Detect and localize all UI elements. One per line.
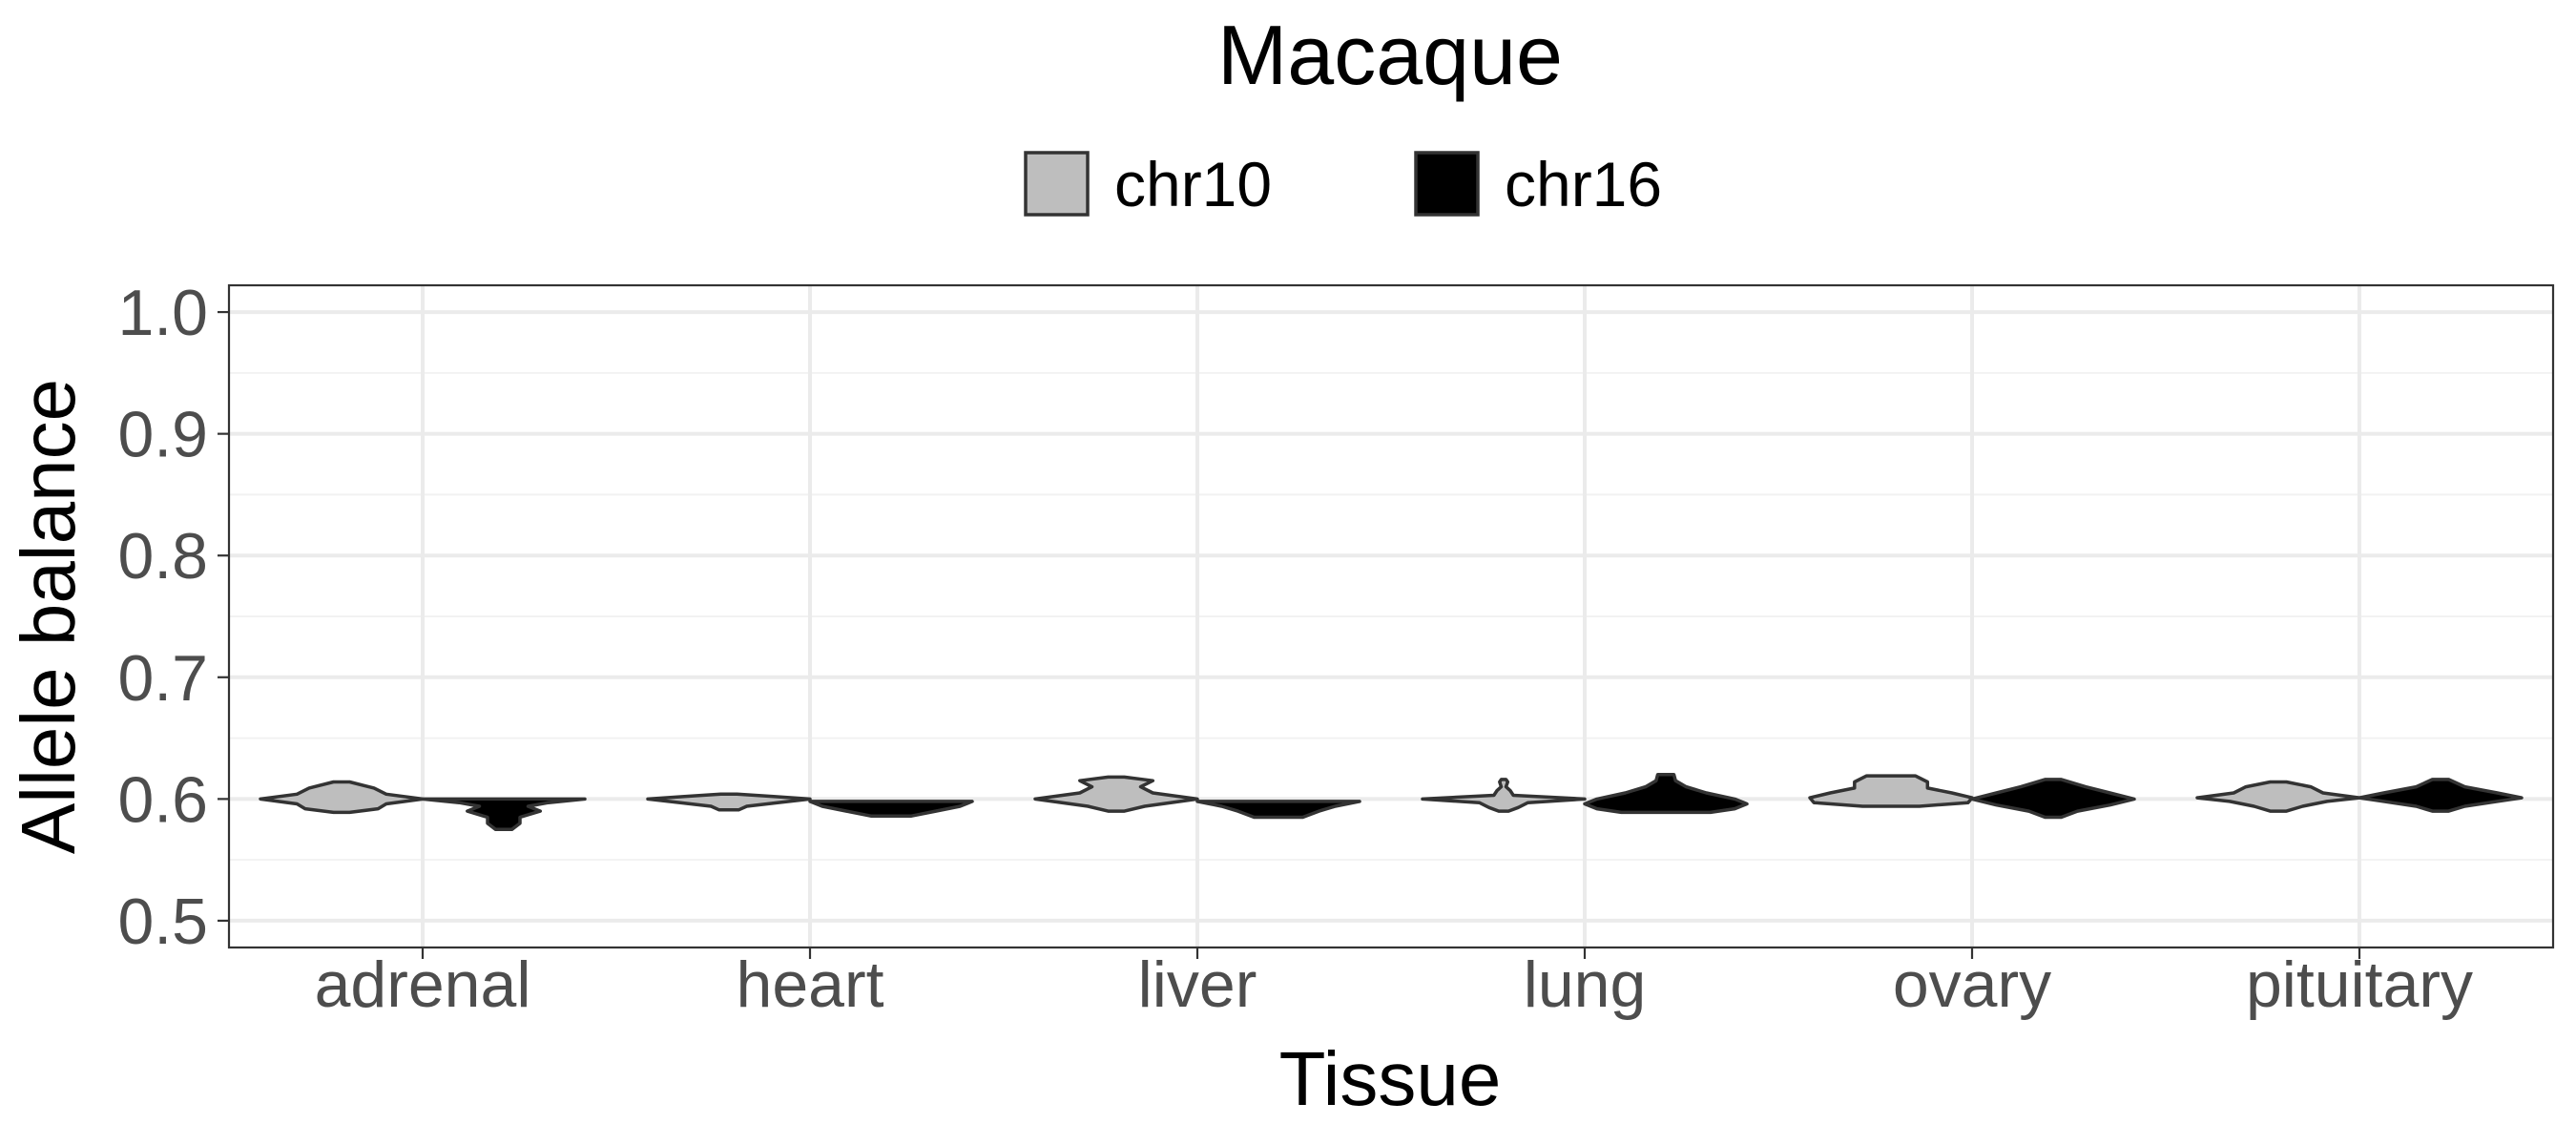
violin-chr16-lung: [1583, 773, 1749, 815]
chart-title: Macaque: [1217, 8, 1563, 102]
grid-lines: [229, 285, 2553, 947]
panel-border: [227, 283, 2555, 949]
violin-chr10-liver: [1033, 775, 1199, 813]
x-tick-label: lung: [1524, 948, 1647, 1021]
legend: chr10 chr16: [1024, 149, 1662, 219]
x-tick-label: pituitary: [2246, 948, 2473, 1021]
violin-chr16-adrenal: [421, 797, 587, 832]
x-axis: adrenal heart liver lung ovary pituitary: [315, 947, 2473, 1021]
violin-chr10-lung: [1421, 778, 1587, 813]
legend-label-chr16: chr16: [1505, 149, 1662, 219]
violin-chr16-liver: [1195, 800, 1361, 820]
y-tick-label: 1.0: [117, 277, 208, 349]
legend-label-chr10: chr10: [1114, 149, 1272, 219]
y-tick-label: 0.7: [117, 642, 208, 715]
violins: [259, 773, 2524, 832]
x-tick-label: ovary: [1893, 948, 2051, 1021]
x-tick-label: heart: [737, 948, 884, 1021]
x-tick-label: liver: [1138, 948, 1257, 1021]
y-tick-label: 0.8: [117, 520, 208, 593]
y-axis-title: Allele balance: [6, 379, 91, 854]
violin-chr16-heart: [808, 800, 974, 818]
y-tick-label: 0.6: [117, 763, 208, 836]
y-tick-label: 0.9: [117, 399, 208, 471]
violin-chr16-ovary: [1970, 778, 2136, 820]
legend-key-chr10: [1024, 151, 1090, 217]
violin-chr10-heart: [646, 792, 812, 812]
violin-chr10-pituitary: [2195, 780, 2361, 813]
violin-chr10-adrenal: [259, 780, 425, 815]
violin-chr16-pituitary: [2358, 778, 2524, 813]
plot-panel: [227, 283, 2555, 949]
y-axis: 0.5 0.6 0.7 0.8 0.9 1.0: [117, 277, 229, 958]
legend-key-chr16: [1414, 151, 1480, 217]
y-tick-label: 0.5: [117, 885, 208, 958]
violin-chr10-ovary: [1808, 774, 1974, 808]
x-axis-title: Tissue: [1279, 1036, 1502, 1121]
x-tick-label: adrenal: [315, 948, 531, 1021]
